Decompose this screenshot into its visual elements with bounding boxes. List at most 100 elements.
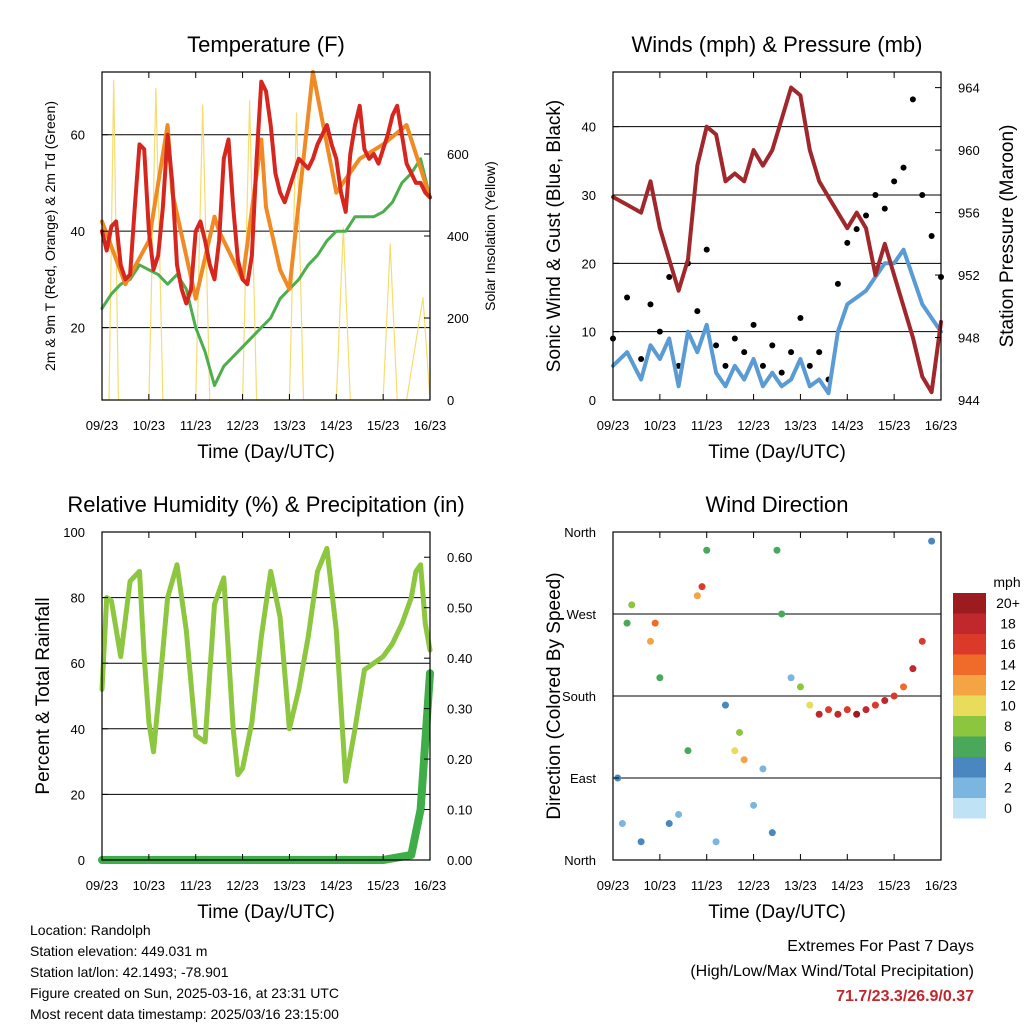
direction-point bbox=[768, 829, 776, 837]
direction-point bbox=[693, 592, 701, 600]
direction-point bbox=[750, 801, 758, 809]
direction-point bbox=[618, 820, 626, 828]
y2-tick-label: 600 bbox=[447, 147, 469, 162]
direction-point bbox=[787, 674, 795, 682]
gust-point bbox=[713, 342, 720, 349]
gust-point bbox=[647, 301, 654, 308]
x-tick-label: 13/23 bbox=[784, 878, 817, 893]
recent-text: Most recent data timestamp: 2025/03/16 2… bbox=[30, 1006, 339, 1022]
gust-point bbox=[656, 328, 663, 335]
gust-point bbox=[722, 362, 729, 369]
x-tick-label: 16/23 bbox=[925, 418, 958, 433]
x-tick-label: 16/23 bbox=[925, 878, 958, 893]
direction-point bbox=[736, 728, 744, 736]
created-text: Figure created on Sun, 2025-03-16, at 23… bbox=[30, 985, 339, 1001]
x-tick-label: 13/23 bbox=[273, 418, 306, 433]
x-tick-label: 16/23 bbox=[414, 878, 447, 893]
chart-title: Winds (mph) & Pressure (mb) bbox=[632, 32, 923, 57]
y-tick-label: 10 bbox=[582, 325, 596, 340]
direction-point bbox=[825, 706, 833, 714]
gust-point bbox=[863, 212, 870, 219]
legend-swatch bbox=[953, 654, 986, 675]
gust-point bbox=[694, 308, 701, 315]
direction-point bbox=[656, 674, 664, 682]
gust-point bbox=[638, 356, 645, 362]
y2-tick-label: 200 bbox=[447, 311, 469, 326]
temperature-9m-line bbox=[100, 70, 432, 301]
legend-label: 18 bbox=[1000, 616, 1016, 632]
legend-label: 12 bbox=[1000, 677, 1016, 693]
legend-label: 20+ bbox=[996, 595, 1020, 611]
direction-point bbox=[778, 610, 786, 618]
x-tick-label: 14/23 bbox=[320, 418, 353, 433]
legend-label: 2 bbox=[1004, 780, 1012, 796]
y-tick-label: East bbox=[570, 771, 596, 786]
direction-point bbox=[623, 619, 631, 627]
direction-point bbox=[815, 710, 823, 718]
y2-tick-label: 960 bbox=[958, 143, 980, 158]
gust-point bbox=[797, 315, 804, 321]
x-tick-label: 10/23 bbox=[644, 418, 677, 433]
gust-point bbox=[900, 164, 907, 171]
y-tick-label: 40 bbox=[71, 722, 85, 737]
direction-point bbox=[806, 701, 814, 709]
x-tick-label: 10/23 bbox=[644, 878, 677, 893]
gust-point bbox=[624, 294, 631, 301]
y2-tick-label: 0.50 bbox=[447, 601, 472, 616]
legend-swatch bbox=[953, 716, 986, 737]
elevation-text: Station elevation: 449.031 m bbox=[30, 943, 208, 959]
x-tick-label: 10/23 bbox=[133, 878, 166, 893]
relative-humidity-line bbox=[99, 545, 433, 784]
direction-point bbox=[675, 810, 683, 818]
y-tick-label: 80 bbox=[71, 591, 85, 606]
x-tick-label: 13/23 bbox=[784, 418, 817, 433]
dewpoint-2m-line bbox=[100, 157, 432, 387]
y2-axis-label: Station Pressure (Maroon) bbox=[997, 125, 1018, 348]
x-axis-label: Time (Day/UTC) bbox=[197, 902, 335, 923]
direction-point bbox=[834, 710, 842, 718]
x-tick-label: 11/23 bbox=[691, 418, 723, 433]
x-tick-label: 11/23 bbox=[180, 418, 212, 433]
y2-tick-label: 0.20 bbox=[447, 752, 472, 767]
direction-point bbox=[712, 838, 720, 846]
direction-point bbox=[890, 692, 898, 700]
extremes-panel: Extremes For Past 7 Days (High/Low/Max W… bbox=[690, 934, 974, 1009]
gust-point bbox=[666, 274, 673, 280]
legend-swatch bbox=[953, 736, 986, 757]
station-pressure-line bbox=[611, 85, 943, 395]
direction-point bbox=[759, 765, 767, 773]
legend-swatch bbox=[953, 593, 986, 614]
y2-tick-label: 952 bbox=[958, 268, 980, 283]
x-tick-label: 15/23 bbox=[878, 418, 911, 433]
extremes-value: 71.7/23.3/26.9/0.37 bbox=[836, 988, 974, 1005]
direction-point bbox=[918, 637, 926, 645]
x-tick-label: 12/23 bbox=[226, 418, 259, 433]
direction-point bbox=[637, 838, 645, 846]
legend-label: 6 bbox=[1004, 739, 1012, 755]
legend-label: 14 bbox=[1000, 657, 1016, 673]
legend-swatch bbox=[953, 777, 986, 798]
legend-title: mph bbox=[993, 574, 1020, 590]
y2-tick-label: 0.60 bbox=[447, 550, 472, 565]
x-tick-label: 14/23 bbox=[831, 878, 864, 893]
legend-label: 0 bbox=[1004, 800, 1012, 816]
gust-point bbox=[806, 362, 813, 369]
x-axis-label: Time (Day/UTC) bbox=[197, 442, 335, 463]
gust-point bbox=[769, 342, 776, 349]
y2-tick-label: 0.00 bbox=[447, 853, 472, 868]
gust-point bbox=[844, 239, 851, 246]
x-axis-label: Time (Day/UTC) bbox=[708, 902, 846, 923]
y-tick-label: 60 bbox=[71, 656, 85, 671]
x-tick-label: 15/23 bbox=[367, 418, 400, 433]
y2-axis-label: Solar Insolation (Yellow) bbox=[482, 161, 498, 311]
gust-point bbox=[872, 192, 879, 198]
y-tick-label: South bbox=[562, 689, 596, 704]
y2-tick-label: 0.10 bbox=[447, 803, 472, 818]
y2-tick-label: 964 bbox=[958, 81, 980, 96]
gust-point bbox=[928, 233, 935, 239]
y-tick-label: 30 bbox=[582, 188, 596, 203]
direction-point bbox=[871, 701, 879, 709]
chart-title: Temperature (F) bbox=[187, 32, 345, 57]
direction-point bbox=[909, 665, 917, 673]
y-tick-label: 0 bbox=[78, 853, 85, 868]
